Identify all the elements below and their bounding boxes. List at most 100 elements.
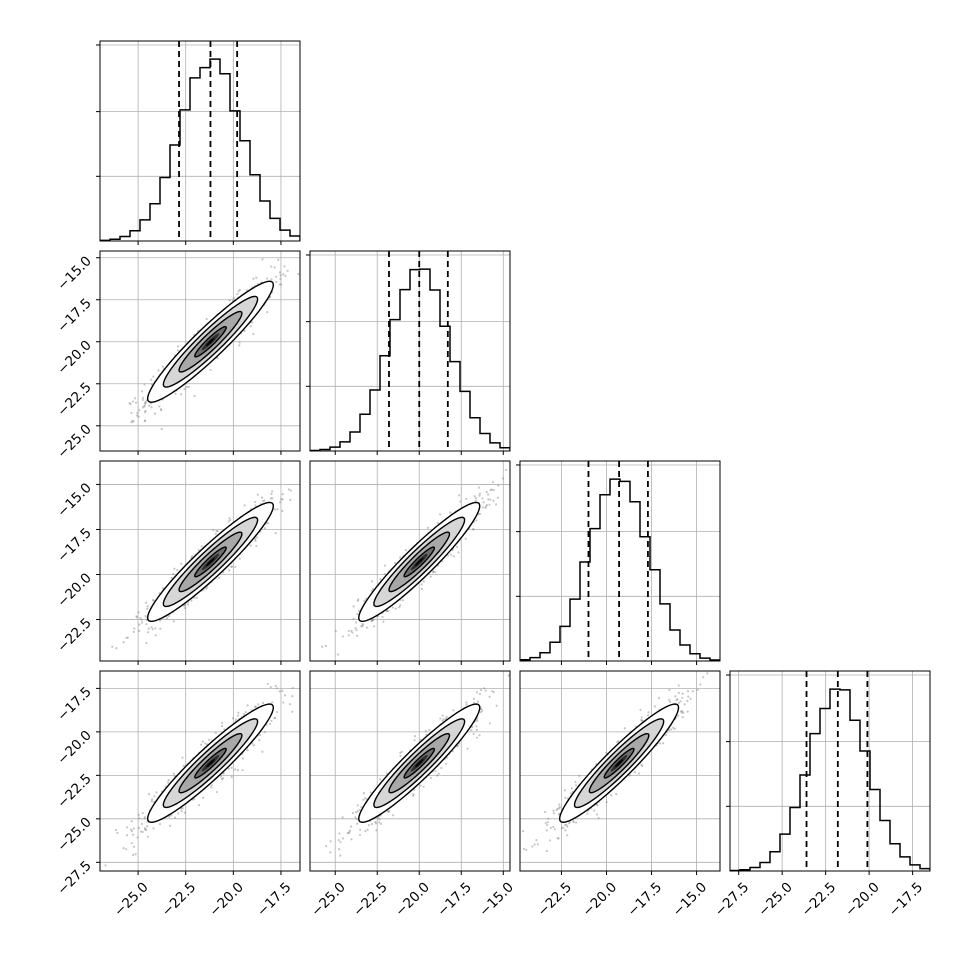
scatter-point — [399, 751, 402, 754]
scatter-point — [220, 778, 224, 781]
scatter-point — [270, 492, 273, 496]
scatter-point — [672, 726, 675, 729]
scatter-point — [439, 513, 442, 516]
scatter-point — [702, 676, 705, 679]
scatter-point — [455, 545, 459, 548]
scatter-point — [227, 520, 230, 523]
x-tick-label: −20.0 — [580, 879, 621, 920]
scatter-point — [597, 816, 600, 820]
scatter-point — [280, 283, 283, 286]
scatter-point — [441, 719, 444, 722]
scatter-point — [221, 724, 224, 728]
y-tick-label: −17.5 — [54, 525, 95, 566]
contour-line-3 — [558, 703, 680, 823]
scatter-point — [304, 241, 306, 243]
scatter-point — [379, 822, 383, 826]
scatter-point — [490, 488, 493, 491]
contour-line-3 — [358, 703, 481, 823]
scatter-point — [596, 804, 599, 807]
scatter-point — [144, 827, 147, 830]
scatter-point — [641, 764, 644, 768]
scatter-point — [132, 420, 135, 423]
scatter-point — [261, 496, 264, 499]
scatter-point — [197, 548, 200, 552]
scatter-point — [364, 829, 367, 833]
scatter-point — [230, 775, 233, 779]
scatter-point — [145, 641, 148, 645]
scatter-point — [504, 468, 508, 472]
scatter-point — [254, 504, 257, 507]
scatter-point — [507, 674, 510, 677]
x-tick-label: −15.0 — [670, 879, 711, 920]
scatter-point — [136, 836, 139, 839]
scatter-point — [387, 609, 390, 613]
scatter-point — [150, 798, 154, 801]
scatter-point — [215, 529, 218, 533]
scatter-point — [142, 396, 145, 400]
scatter-point — [475, 691, 479, 694]
scatter-point — [668, 700, 672, 703]
scatter-point — [337, 653, 340, 656]
scatter-point — [668, 698, 671, 701]
scatter-point — [170, 576, 173, 579]
scatter-point — [674, 695, 677, 698]
scatter-point — [159, 627, 162, 630]
y-tick-label: −15.0 — [54, 253, 95, 294]
scatter-point — [640, 719, 644, 722]
scatter-point — [475, 725, 478, 728]
scatter-point — [381, 615, 384, 618]
scatter-point — [437, 772, 440, 775]
contour-line-0 — [603, 747, 635, 779]
scatter-point — [284, 274, 287, 277]
scatter-point — [370, 619, 373, 623]
scatter-point — [543, 810, 547, 814]
scatter-point — [449, 553, 452, 556]
scatter-point — [279, 501, 282, 504]
scatter-panel-2-1 — [309, 460, 511, 665]
scatter-point — [686, 710, 689, 713]
scatter-point — [125, 636, 128, 640]
scatter-point — [167, 779, 170, 782]
scatter-point — [221, 777, 225, 780]
contour-line-0 — [194, 747, 227, 779]
scatter-point — [683, 703, 686, 706]
axes-frame — [99, 40, 301, 242]
scatter-point — [574, 780, 577, 784]
scatter-point — [445, 715, 448, 718]
y-tick-label: −22.5 — [54, 615, 95, 656]
scatter-point — [337, 838, 340, 842]
scatter-point — [436, 521, 439, 525]
scatter-point — [569, 792, 573, 795]
scatter-point — [466, 747, 469, 750]
scatter-point — [556, 837, 559, 840]
scatter-point — [360, 624, 363, 628]
scatter-point — [393, 561, 397, 565]
x-tick-label: −22.5 — [350, 879, 391, 920]
scatter-point — [144, 409, 147, 413]
scatter-point — [279, 274, 282, 277]
scatter-point — [329, 840, 332, 843]
scatter-point — [383, 564, 387, 567]
scatter-point — [246, 749, 249, 752]
scatter-point — [488, 695, 491, 698]
histogram-3 — [730, 688, 930, 871]
scatter-point — [131, 400, 135, 403]
scatter-point — [668, 688, 671, 692]
scatter-point — [398, 606, 401, 609]
scatter-point — [560, 827, 564, 830]
scatter-point — [394, 607, 397, 610]
scatter-point — [533, 843, 536, 846]
scatter-point — [327, 663, 329, 665]
scatter-point — [487, 498, 490, 501]
scatter-point — [557, 837, 560, 840]
scatter-point — [564, 829, 567, 832]
scatter-point — [135, 414, 139, 417]
axes-frame — [99, 460, 301, 662]
scatter-point — [673, 727, 676, 730]
contour-line-3 — [146, 703, 275, 823]
scatter-point — [210, 784, 213, 787]
scatter-point — [243, 504, 246, 507]
contour-line-0 — [194, 325, 227, 358]
scatter-point — [257, 703, 260, 706]
scatter-point — [190, 555, 194, 558]
